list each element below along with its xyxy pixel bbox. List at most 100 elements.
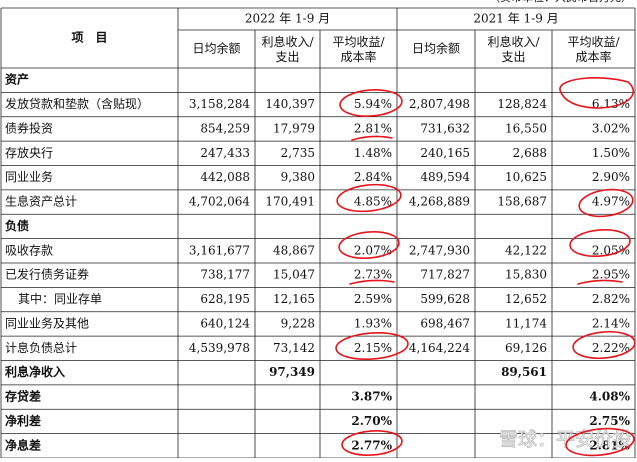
cell-value: 5.94% — [354, 97, 392, 111]
underline — [351, 135, 393, 141]
period-header: 2022 年 1-9 月 — [245, 12, 330, 26]
cell-value: 731,632 — [420, 121, 470, 135]
row-label: 已发行债务证券 — [5, 267, 89, 282]
row-label: 发放贷款和垫款（含贴现） — [5, 96, 149, 111]
cell-value: 2.15% — [354, 341, 392, 355]
cell-value: 854,259 — [200, 121, 250, 135]
cell-value: 2.84% — [354, 170, 392, 184]
cell-value: 2,688 — [513, 146, 547, 160]
cell-value: 12,652 — [505, 292, 547, 306]
row-label: 资产 — [5, 72, 29, 87]
row-label: 生息资产总计 — [5, 194, 77, 209]
row-label: 其中：同业存单 — [18, 291, 102, 306]
cell-value: 3,161,677 — [189, 243, 250, 257]
cell-value: 4.85% — [354, 195, 392, 209]
cell-value: 240,165 — [420, 146, 470, 160]
circle — [578, 188, 634, 218]
item-header: 项 目 — [71, 31, 107, 45]
row-label: 净利差 — [5, 413, 41, 428]
row-label: 计息负债总计 — [5, 340, 77, 355]
cell-value: 4,164,224 — [409, 341, 470, 355]
column-header: 利息收入/支出 — [487, 34, 540, 64]
cell-value: 628,195 — [200, 292, 250, 306]
table-grid — [0, 7, 636, 459]
cell-value: 738,177 — [200, 268, 250, 282]
cell-value: 3.02% — [592, 121, 630, 135]
cell-value: 2.14% — [592, 316, 630, 330]
cell-value: 15,830 — [505, 268, 547, 282]
column-header: 平均收益/成本率 — [567, 35, 620, 64]
column-header: 日均余额 — [412, 41, 460, 56]
circle — [339, 89, 403, 117]
cell-value: 17,979 — [273, 121, 315, 135]
circle — [336, 183, 402, 213]
circle — [335, 331, 409, 361]
cell-value: 48,867 — [273, 243, 315, 257]
unit-note: （货币单位：人民币百万元） — [489, 0, 632, 4]
cell-value: 3,158,284 — [189, 97, 250, 111]
row-label: 债券投资 — [5, 120, 53, 135]
cell-value: 4.97% — [592, 195, 630, 209]
column-header: 日均余额 — [192, 41, 240, 56]
row-label: 同业业务 — [5, 169, 53, 184]
cell-value: 717,827 — [420, 268, 470, 282]
cell-value: 128,824 — [497, 97, 547, 111]
column-header: 平均收益/成本率 — [332, 35, 385, 64]
cell-value: 4,268,889 — [409, 195, 470, 209]
cell-value: 2.77% — [351, 438, 392, 452]
row-label: 吸收存款 — [5, 243, 53, 257]
cell-value: 3.87% — [351, 390, 392, 404]
cell-value: 2.22% — [592, 341, 630, 355]
cell-value: 698,467 — [420, 316, 470, 330]
cell-value: 2.70% — [351, 414, 392, 428]
row-label: 利息净收入 — [5, 364, 65, 379]
underline — [349, 279, 395, 285]
cell-value: 140,397 — [265, 97, 315, 111]
circle — [341, 430, 403, 456]
cell-value: 2.90% — [592, 170, 630, 184]
cell-value: 2.05% — [592, 243, 630, 257]
cell-value: 2.82% — [592, 292, 630, 306]
cell-value: 73,142 — [273, 341, 315, 355]
row-label: 存放央行 — [5, 145, 53, 160]
row-label: 净息差 — [5, 437, 41, 452]
circle — [559, 77, 634, 109]
cell-value: 2.73% — [354, 268, 392, 282]
cell-value: 158,687 — [497, 195, 547, 209]
cell-value: 2.81% — [354, 121, 392, 135]
cell-value: 2.59% — [354, 292, 392, 306]
cell-value: 16,550 — [505, 121, 547, 135]
cell-value: 9,380 — [281, 170, 315, 184]
cell-value: 2,747,930 — [409, 243, 470, 257]
cell-value: 640,124 — [200, 316, 250, 330]
cell-value: 1.93% — [354, 316, 392, 330]
circle — [569, 228, 631, 258]
watermark: 雪球：平安价投 — [499, 429, 632, 451]
cell-value: 599,628 — [420, 292, 470, 306]
cell-value: 15,047 — [273, 268, 315, 282]
cell-value: 489,594 — [420, 170, 470, 184]
cell-value: 97,349 — [269, 365, 315, 379]
column-header: 利息收入/支出 — [261, 34, 314, 64]
cell-value: 4,702,064 — [189, 195, 250, 209]
cell-value: 89,561 — [501, 365, 547, 379]
cell-value: 2,807,498 — [409, 97, 470, 111]
circle — [338, 230, 400, 260]
cell-value: 2.07% — [354, 243, 392, 257]
cell-value: 42,122 — [505, 243, 547, 257]
row-label: 同业业务及其他 — [5, 315, 89, 330]
underline — [577, 279, 623, 285]
cell-value: 2.75% — [589, 414, 630, 428]
cell-value: 2.95% — [592, 268, 630, 282]
cell-value: 4.08% — [589, 390, 630, 404]
cell-value: 4,539,978 — [189, 341, 250, 355]
row-label: 存贷差 — [4, 389, 41, 404]
cell-value: 69,126 — [505, 341, 547, 355]
cell-value: 1.48% — [354, 146, 392, 160]
circle — [572, 330, 636, 360]
cell-value: 11,174 — [505, 316, 547, 330]
cell-value: 12,165 — [273, 292, 315, 306]
cell-value: 2.81% — [589, 438, 630, 452]
cell-value: 9,228 — [281, 316, 315, 330]
